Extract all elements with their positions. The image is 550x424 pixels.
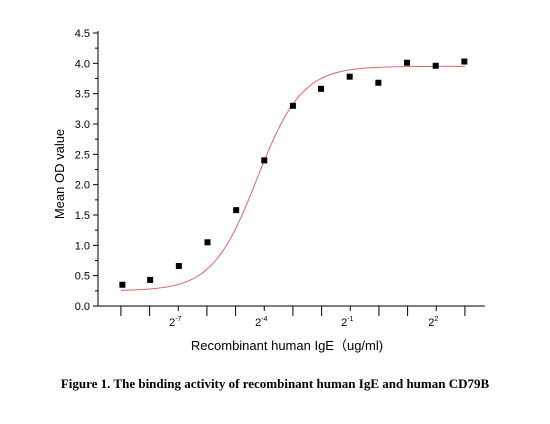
data-points — [119, 58, 468, 288]
binding-activity-chart: 0.0 0.5 1.0 1.5 2.0 2.5 3.0 3.5 4.0 4.5 2-7 2-4 2-1… — [52, 28, 485, 353]
y-axis: 0.0 0.5 1.0 1.5 2.0 2.5 3.0 3.5 4.0 4.5 — [75, 28, 99, 313]
data-point — [461, 58, 468, 65]
data-point — [147, 276, 154, 283]
data-point — [375, 79, 382, 86]
x-axis: 2-7 2-4 2-1 22 — [98, 305, 485, 329]
x-tick-label: 2-4 — [255, 316, 267, 329]
y-tick-label: 0.5 — [75, 271, 90, 283]
data-point — [404, 59, 411, 66]
data-point — [204, 239, 211, 246]
data-point — [432, 62, 439, 69]
y-tick-label: 2.5 — [75, 149, 90, 161]
y-tick-label: 4.0 — [75, 58, 90, 70]
y-tick-label: 3.5 — [75, 89, 90, 101]
y-tick-label: 4.5 — [75, 28, 90, 40]
data-point — [233, 207, 240, 214]
figure-caption: Figure 1. The binding activity of recomb… — [60, 376, 490, 391]
y-tick-label: 1.0 — [75, 240, 90, 252]
fit-curve — [120, 65, 465, 291]
data-point — [346, 73, 353, 80]
data-point — [261, 157, 268, 164]
y-tick-label: 2.0 — [75, 180, 90, 192]
y-tick-label: 0.0 — [75, 301, 90, 313]
y-tick-label: 3.0 — [75, 119, 90, 131]
x-tick-label: 2-7 — [169, 316, 181, 329]
x-axis-title: Recombinant human IgE（ug/ml) — [191, 338, 383, 353]
x-tick-label: 2-1 — [341, 316, 353, 329]
y-tick-label: 1.5 — [75, 210, 90, 222]
data-point — [175, 262, 182, 269]
data-point — [289, 102, 296, 109]
data-point — [318, 85, 325, 92]
data-point — [119, 281, 126, 288]
y-axis-title: Mean OD value — [52, 129, 67, 219]
x-tick-label: 22 — [428, 316, 438, 329]
